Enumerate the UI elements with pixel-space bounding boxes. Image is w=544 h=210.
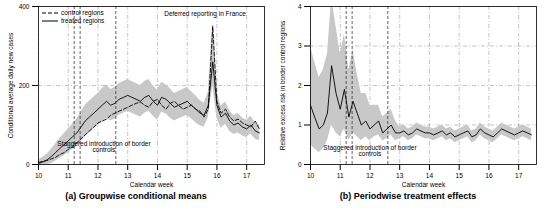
svg-text:11: 11 <box>337 172 344 179</box>
html-text:control regions: control regions <box>61 9 104 16</box>
svg-text:200: 200 <box>19 82 30 89</box>
svg-text:13: 13 <box>124 172 132 179</box>
svg-text:14: 14 <box>426 172 434 179</box>
svg-text:12: 12 <box>94 172 102 179</box>
svg-text:10: 10 <box>307 172 315 179</box>
svg-text:14: 14 <box>154 172 162 179</box>
svg-text:1: 1 <box>298 121 302 128</box>
svg-text:16: 16 <box>485 172 493 179</box>
svg-text:11: 11 <box>65 172 72 179</box>
svg-text:Calendar week: Calendar week <box>402 181 446 188</box>
svg-text:Deferred reporting in France: Deferred reporting in France <box>164 10 246 18</box>
svg-text:Calendar week: Calendar week <box>130 181 174 188</box>
svg-text:13: 13 <box>396 172 404 179</box>
svg-text:0: 0 <box>298 161 302 168</box>
svg-text:Staggered introduction of bord: Staggered introduction of bordercontrols <box>57 140 151 154</box>
html-text:(a) Groupwise conditional mean: (a) Groupwise conditional means <box>65 191 207 201</box>
html-text:treated regions: treated regions <box>61 17 105 24</box>
svg-text:15: 15 <box>184 172 192 179</box>
svg-text:15: 15 <box>456 172 464 179</box>
svg-text:17: 17 <box>243 172 251 179</box>
html-text:(b) Periodwise treatment effec: (b) Periodwise treatment effects <box>339 191 477 201</box>
svg-text:400: 400 <box>19 3 30 10</box>
svg-text:Staggered introduction of bord: Staggered introduction of bordercontrols <box>323 144 417 158</box>
svg-text:3: 3 <box>298 42 302 49</box>
svg-text:10: 10 <box>35 172 43 179</box>
svg-text:16: 16 <box>213 172 221 179</box>
svg-text:4: 4 <box>298 3 302 10</box>
svg-text:2: 2 <box>298 82 302 89</box>
svg-text:0: 0 <box>26 161 30 168</box>
svg-text:Conditional average daily new: Conditional average daily new cases <box>7 32 15 138</box>
svg-text:Relative excess risk in border: Relative excess risk in border control r… <box>279 20 287 150</box>
svg-text:12: 12 <box>366 172 374 179</box>
svg-text:17: 17 <box>515 172 523 179</box>
